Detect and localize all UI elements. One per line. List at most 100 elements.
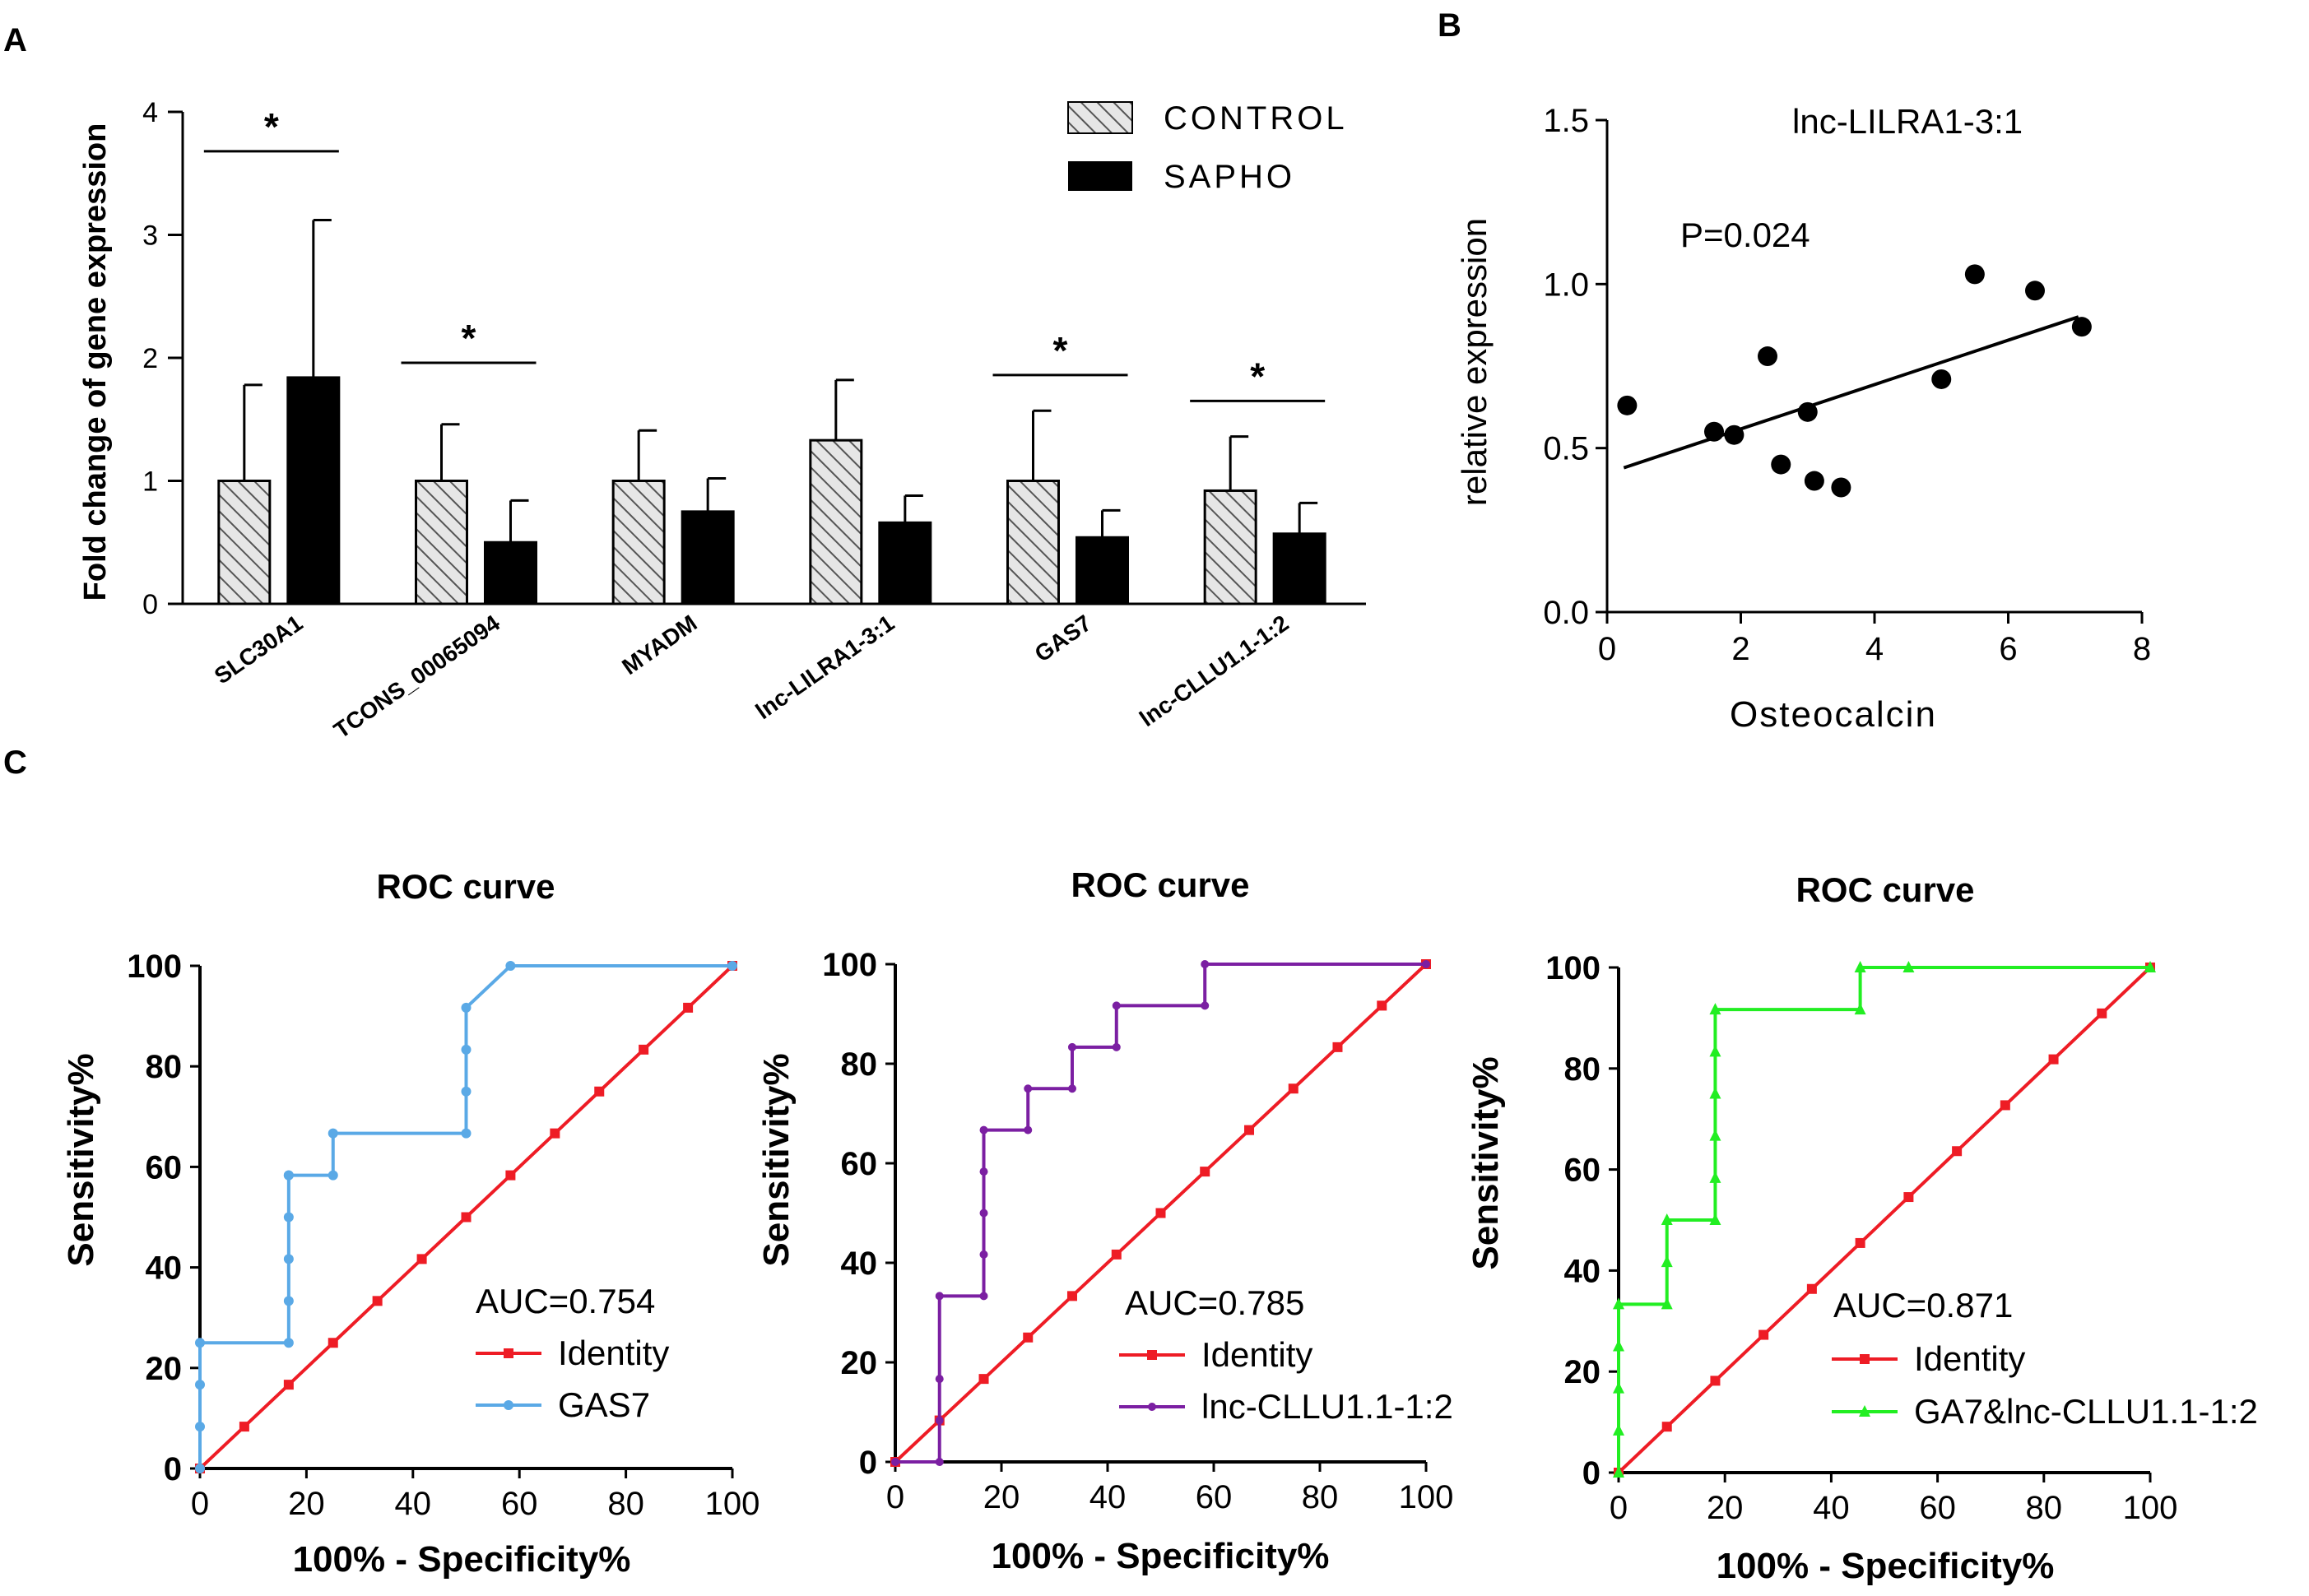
c3-identity-line (1617, 966, 2152, 1474)
c2-x-tick-label: 100 (1399, 1479, 1454, 1515)
c2-x-tick-label: 80 (1302, 1479, 1339, 1515)
c1-x-tick-label: 100 (705, 1486, 760, 1522)
bar-sapho (878, 521, 932, 605)
c1-auc-label: AUC=0.754 (476, 1282, 655, 1320)
c2-identity-point (1111, 1249, 1122, 1260)
panel-label-a: A (3, 22, 27, 58)
c1-identity-point (372, 1296, 383, 1306)
c3-identity-point (1758, 1329, 1769, 1340)
c2-roc-point (1422, 960, 1430, 968)
significance-star: * (264, 105, 279, 148)
c3-auc-label: AUC=0.871 (1833, 1286, 2013, 1325)
a-y-tick-label: 0 (142, 589, 158, 620)
c3-x-tick-label: 0 (1610, 1490, 1628, 1526)
c1-title: ROC curve (376, 867, 555, 906)
c3-roc-point (2144, 961, 2156, 972)
c3-legend-identity-marker (1860, 1354, 1870, 1364)
c1-roc-point (328, 1128, 338, 1139)
c1-x-tick-label: 80 (607, 1486, 644, 1522)
a-category-label: SLC30A1 (210, 610, 307, 689)
c1-roc-point (461, 1002, 472, 1013)
bar-control (1203, 489, 1257, 605)
c3-x-tick-label: 100 (2123, 1490, 2178, 1526)
b-chart-title: lnc-LILRA1-3:1 (1792, 102, 2023, 141)
c2-roc-point (979, 1292, 988, 1301)
c2-roc-point (1067, 1042, 1076, 1051)
significance-star: * (1053, 329, 1068, 372)
c3-roc-point (1902, 961, 1915, 972)
b-data-point (1931, 369, 1952, 389)
c2-identity-point (1244, 1125, 1255, 1135)
b-y-tick-label: 0.5 (1543, 431, 1589, 467)
a-y-tick-label: 2 (142, 343, 158, 374)
c1-legend-identity-marker (504, 1348, 513, 1358)
c2-identity-point (1332, 1042, 1343, 1052)
c1-roc-point (461, 1044, 472, 1055)
c2-roc-point (891, 1458, 899, 1466)
c3-roc-point (1709, 1171, 1721, 1183)
b-p-value: P=0.024 (1680, 216, 1810, 254)
c2-roc-point (935, 1458, 944, 1466)
c1-identity-point (283, 1380, 294, 1390)
c3-legend-identity-label: Identity (1914, 1339, 2025, 1378)
c1-identity-point (328, 1338, 338, 1348)
b-regression-line (1623, 315, 2079, 470)
c3-identity-point (2048, 1054, 2059, 1065)
c1-x-tick-label: 60 (501, 1486, 538, 1522)
a-y-tick-label: 4 (142, 97, 158, 128)
b-x-tick-label: 4 (1865, 631, 1884, 667)
c2-identity-point (1377, 1000, 1387, 1011)
c2-y-tick-label: 60 (841, 1146, 878, 1182)
panel-label-c: C (3, 745, 27, 781)
c3-roc-point (1709, 1129, 1721, 1141)
c1-identity-point (550, 1128, 560, 1139)
legend-swatch-control (1067, 101, 1133, 134)
b-data-point (1964, 264, 1985, 285)
roc-chart-2: ROC curve 100% - Specificity% Sensitivit… (756, 865, 1453, 1576)
c2-roc-point (979, 1167, 988, 1176)
a-category-label: MYADM (617, 610, 701, 680)
bar-control (415, 480, 468, 605)
c3-identity-point (1710, 1376, 1721, 1386)
significance-star: * (462, 317, 476, 360)
roc-chart-1: ROC curve 100% - Specificity% Sensitivit… (61, 867, 760, 1580)
bar-sapho (1076, 536, 1129, 605)
c3-y-tick-label: 60 (1564, 1153, 1601, 1189)
b-data-point (1771, 454, 1791, 475)
b-y-tick-label: 1.5 (1543, 103, 1589, 139)
c1-legend-gas7-label: GAS7 (558, 1385, 650, 1424)
c1-roc-point (195, 1338, 205, 1348)
c1-y-tick-label: 80 (146, 1049, 183, 1085)
c2-x-tick-label: 0 (886, 1479, 904, 1515)
c2-title: ROC curve (1071, 865, 1249, 904)
c2-roc-point (935, 1292, 944, 1301)
b-x-tick-label: 6 (1999, 631, 2017, 667)
c3-x-tick-label: 20 (1707, 1490, 1744, 1526)
c1-x-tick-label: 40 (395, 1486, 432, 1522)
b-x-axis-label: Osteocalcin (1730, 694, 1937, 735)
b-data-point (2025, 281, 2045, 301)
c2-legend-identity-label: Identity (1201, 1335, 1312, 1374)
c2-roc-point (935, 1416, 944, 1425)
c3-roc-line (1617, 966, 2150, 1473)
c2-y-tick-label: 80 (841, 1046, 878, 1083)
bar-chart-a: Fold change of gene expression 0 1 2 3 4 SLC3… (78, 97, 1366, 744)
c1-roc-point (283, 1296, 294, 1306)
bar-control (611, 480, 666, 605)
b-data-point (1724, 425, 1745, 445)
c1-roc-point (283, 1254, 294, 1264)
b-x-tick-label: 0 (1598, 631, 1616, 667)
c3-roc-point (1709, 1003, 1721, 1015)
c2-legend-lnc-label: lnc-CLLU1.1-1:2 (1201, 1387, 1453, 1426)
c2-legend-roc-marker (1148, 1403, 1156, 1411)
a-category-label: TCONS_00065094 (329, 610, 504, 743)
c2-y-tick-label: 20 (841, 1345, 878, 1381)
c1-x-tick-label: 0 (191, 1486, 209, 1522)
c3-identity-point (1952, 1146, 1963, 1157)
scatter-chart-b: lnc-LILRA1-3:1 P=0.024 Osteocalcin relat… (1455, 102, 2151, 735)
c2-identity-point (1200, 1167, 1210, 1177)
c3-roc-point (1661, 1213, 1673, 1225)
c1-y-tick-label: 100 (127, 949, 182, 985)
a-category-label: lnc-LILRA1-3:1 (751, 610, 899, 725)
